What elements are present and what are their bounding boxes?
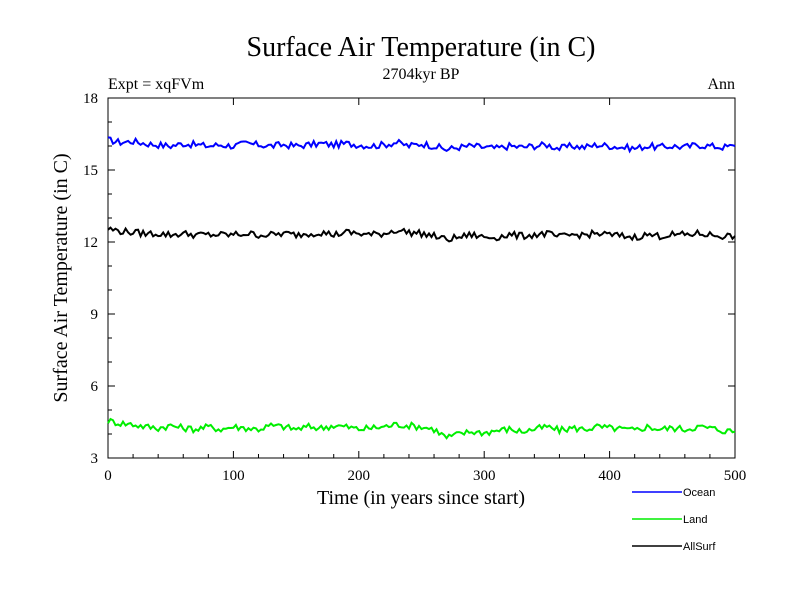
x-tick-label: 100 [222,468,245,484]
experiment-label: Expt = xqFVm [108,76,205,93]
chart-title: Surface Air Temperature (in C) [247,32,596,63]
y-tick-label: 15 [83,163,98,179]
x-tick-label: 400 [598,468,621,484]
chart-subtitle: 2704kyr BP [383,66,460,83]
season-label: Ann [707,76,735,93]
axis-layer: 3 6 9 12 15 18 0 100 200 300 400 500 [83,91,746,484]
x-tick-label: 200 [348,468,371,484]
legend-label-land: Land [683,514,707,526]
series-layer [107,136,736,440]
plot-area-frame [107,97,736,459]
series-line-allsurf [107,226,736,243]
y-axis-label: Surface Air Temperature (in C) [50,153,72,402]
y-tick-label: 6 [91,379,99,395]
legend: Ocean Land AllSurf [632,487,716,553]
legend-label-allsurf: AllSurf [683,541,716,553]
y-tick-label: 12 [83,235,98,251]
legend-label-ocean: Ocean [683,487,715,499]
series-line-land [107,417,736,440]
series-line-ocean [107,136,736,154]
x-tick-label: 500 [724,468,747,484]
y-tick-label: 3 [91,451,99,467]
x-tick-label: 0 [104,468,112,484]
x-axis-label: Time (in years since start) [317,487,525,509]
y-tick-label: 18 [83,91,98,107]
y-tick-label: 9 [91,307,99,323]
x-tick-label: 300 [473,468,496,484]
